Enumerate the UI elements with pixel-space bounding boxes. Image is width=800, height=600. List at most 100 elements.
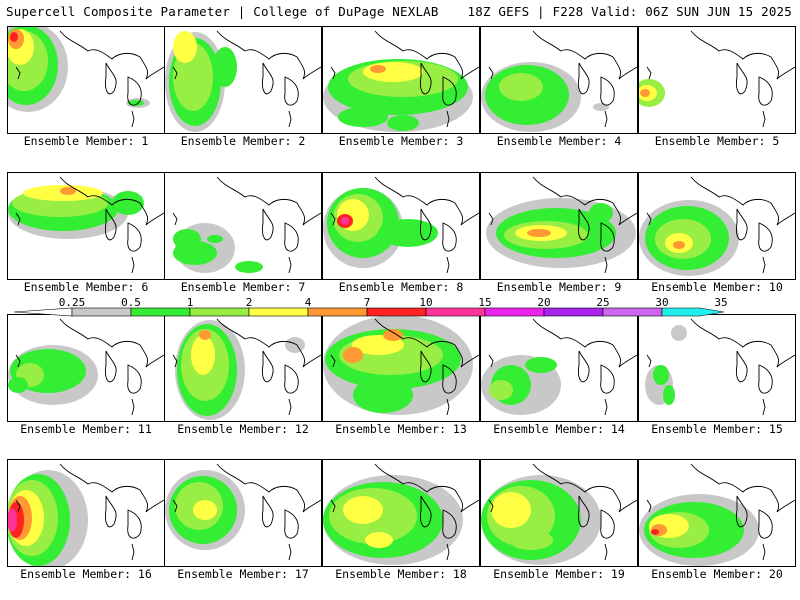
- colorbar-swatch: [130, 307, 191, 317]
- ensemble-member-map: [322, 172, 480, 280]
- member-label: Ensemble Member: 8: [338, 280, 464, 294]
- colorbar-legend: 0.25 0.5 1 2 4 7 10 15 20 25 30 35: [13, 296, 728, 317]
- scp-field: [639, 463, 795, 566]
- coastline: [488, 30, 637, 128]
- colorbar-swatch: [661, 307, 725, 317]
- coastline: [172, 176, 321, 274]
- member-label: Ensemble Member: 18: [335, 567, 467, 581]
- ensemble-member-map: [638, 26, 796, 134]
- colorbar-tick-label: 30: [655, 296, 668, 309]
- member-label: Ensemble Member: 9: [496, 280, 622, 294]
- scp-contour-green: [589, 203, 613, 223]
- coastline: [15, 318, 164, 416]
- member-label: Ensemble Member: 11: [20, 422, 152, 436]
- run-info: 18Z GEFS | F228 Valid: 06Z SUN JUN 15 20…: [467, 4, 792, 19]
- coastline: [488, 463, 637, 561]
- coastline: [15, 30, 164, 128]
- coastline: [330, 30, 479, 128]
- scp-contour-green: [653, 365, 669, 385]
- ensemble-member-map: [164, 314, 322, 422]
- colorbar-swatch: [425, 307, 486, 317]
- scp-contour-green: [353, 377, 413, 413]
- ensemble-member-map: [7, 172, 165, 280]
- scp-field: [481, 463, 637, 565]
- scp-field: [323, 315, 479, 416]
- scp-field: [323, 30, 479, 132]
- colorbar-tick-label: 15: [478, 296, 491, 309]
- coastline: [15, 463, 164, 561]
- scp-contour-red: [651, 529, 659, 535]
- ensemble-member-map: [7, 26, 165, 134]
- scp-contour-green: [173, 241, 217, 265]
- coastline: [646, 30, 795, 128]
- ensemble-member-map: [7, 459, 165, 567]
- scp-field: [481, 318, 637, 416]
- scp-contour-gray: [285, 337, 305, 353]
- coastline: [488, 176, 637, 274]
- ensemble-member-map: [638, 172, 796, 280]
- scp-field: [8, 176, 164, 274]
- scp-contour-orange: [640, 89, 650, 97]
- scp-contour-yellow: [173, 31, 197, 63]
- member-label: Ensemble Member: 6: [23, 280, 149, 294]
- coastline: [172, 463, 321, 561]
- ensemble-member-map: [164, 26, 322, 134]
- scp-contour-green: [378, 219, 438, 247]
- ensemble-member-map: [480, 172, 638, 280]
- colorbar-tick-label: 0.25: [59, 296, 86, 309]
- scp-field: [481, 30, 637, 132]
- member-label: Ensemble Member: 19: [493, 567, 625, 581]
- scp-field: [165, 463, 321, 561]
- scp-contour-green: [525, 357, 557, 373]
- scp-field: [8, 27, 164, 128]
- member-label: Ensemble Member: 16: [20, 567, 152, 581]
- coastline: [330, 176, 479, 274]
- chart-title: Supercell Composite Parameter | College …: [6, 4, 439, 19]
- colorbar-tick-label: 2: [246, 296, 253, 309]
- scp-contour-red: [10, 32, 18, 42]
- scp-contour-gray: [671, 325, 687, 341]
- scp-contour-lime: [499, 73, 543, 101]
- scp-contour-lime: [489, 380, 513, 400]
- ensemble-member-map: [322, 459, 480, 567]
- scp-field: [165, 30, 321, 132]
- colorbar-tick-label: 25: [596, 296, 609, 309]
- member-label: Ensemble Member: 4: [496, 134, 622, 148]
- scp-contour-green: [663, 385, 675, 405]
- scp-contour-green: [235, 261, 263, 273]
- scp-contour-orange: [383, 329, 403, 341]
- coastline: [330, 463, 479, 561]
- colorbar-tick-label: 0.5: [121, 296, 141, 309]
- scp-field: [8, 318, 164, 416]
- colorbar-left-arrow: [13, 307, 73, 317]
- ensemble-member-map: [480, 26, 638, 134]
- scp-contour-orange: [673, 241, 685, 249]
- member-label: Ensemble Member: 2: [180, 134, 306, 148]
- colorbar-tick-label: 7: [364, 296, 371, 309]
- ensemble-member-map: [322, 26, 480, 134]
- scp-field: [639, 176, 795, 276]
- coastline: [172, 30, 321, 128]
- member-label: Ensemble Member: 7: [180, 280, 306, 294]
- scp-field: [323, 176, 479, 274]
- scp-contour-yellow: [343, 496, 383, 524]
- scp-contour-orange: [60, 187, 76, 195]
- colorbar-tick-label: 4: [305, 296, 312, 309]
- colorbar-tick-label: 10: [419, 296, 432, 309]
- scp-field: [639, 30, 795, 128]
- scp-contour-yellow: [365, 532, 393, 548]
- member-label: Ensemble Member: 1: [23, 134, 149, 148]
- scp-field: [486, 176, 637, 274]
- ensemble-member-map: [480, 459, 638, 567]
- scp-field: [323, 463, 479, 565]
- scp-contour-orange: [199, 330, 211, 340]
- scp-field: [645, 318, 795, 416]
- colorbar-swatch: [366, 307, 427, 317]
- colorbar-swatch: [71, 307, 132, 317]
- ensemble-member-map: [164, 459, 322, 567]
- colorbar-tick-label: 35: [714, 296, 727, 309]
- scp-contour-green: [213, 47, 237, 87]
- ensemble-member-map: [480, 314, 638, 422]
- scp-contour-green: [8, 377, 28, 393]
- ensemble-member-map: [638, 314, 796, 422]
